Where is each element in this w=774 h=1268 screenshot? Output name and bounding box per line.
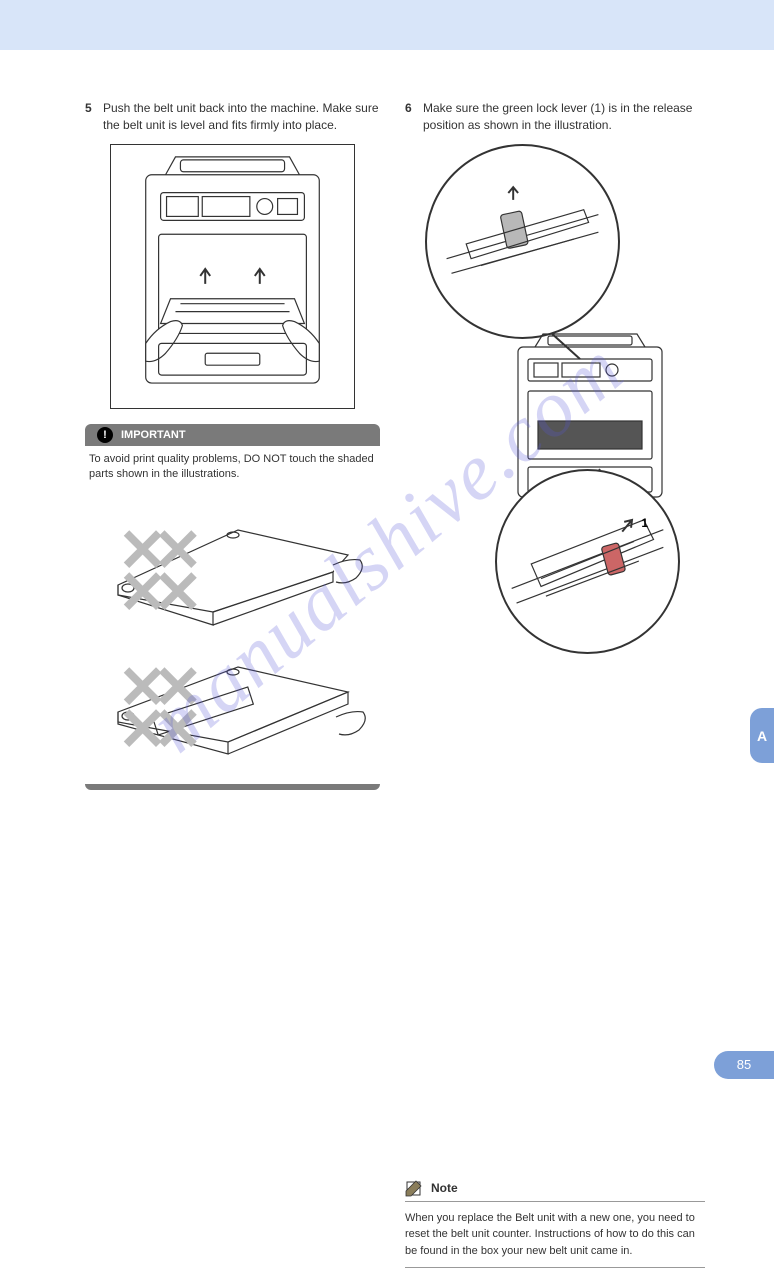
important-text: To avoid print quality problems, DO NOT … xyxy=(85,446,380,489)
important-label: IMPORTANT xyxy=(85,424,380,446)
important-icon: ! xyxy=(97,427,113,443)
detail-circle-bottom: 1 xyxy=(495,469,680,654)
step-5-marker: 5 xyxy=(85,100,92,117)
note-section: Note When you replace the Belt unit with… xyxy=(405,1179,705,1268)
page-number: 85 xyxy=(714,1051,774,1079)
detail-circle-top xyxy=(425,144,620,339)
step-6-content: Make sure the green lock lever (1) is in… xyxy=(423,101,692,132)
note-header: Note xyxy=(405,1179,705,1202)
top-banner xyxy=(0,0,774,50)
step-5-text: 5 Push the belt unit back into the machi… xyxy=(85,100,380,134)
step-6-marker: 6 xyxy=(405,100,412,117)
belt-illustration-bottom: ✕✕✕✕ xyxy=(98,642,368,772)
note-text: When you replace the Belt unit with a ne… xyxy=(405,1208,705,1268)
left-column: 5 Push the belt unit back into the machi… xyxy=(85,100,380,790)
callout-1: 1 xyxy=(641,516,648,530)
content-area: 5 Push the belt unit back into the machi… xyxy=(85,100,714,1034)
belt-illustration-top: ✕✕✕✕ xyxy=(98,500,368,630)
right-illustration-group: 1 xyxy=(405,144,705,654)
important-header: ! IMPORTANT xyxy=(85,424,380,446)
note-label: Note xyxy=(431,1181,458,1195)
step-5-content: Push the belt unit back into the machine… xyxy=(103,101,379,132)
note-icon xyxy=(405,1179,423,1197)
important-bottom-bar xyxy=(85,784,380,790)
side-tab: A xyxy=(750,708,774,763)
step-6-text: 6 Make sure the green lock lever (1) is … xyxy=(405,100,705,134)
printer-illustration-1 xyxy=(110,144,355,409)
right-column: 6 Make sure the green lock lever (1) is … xyxy=(405,100,705,1268)
